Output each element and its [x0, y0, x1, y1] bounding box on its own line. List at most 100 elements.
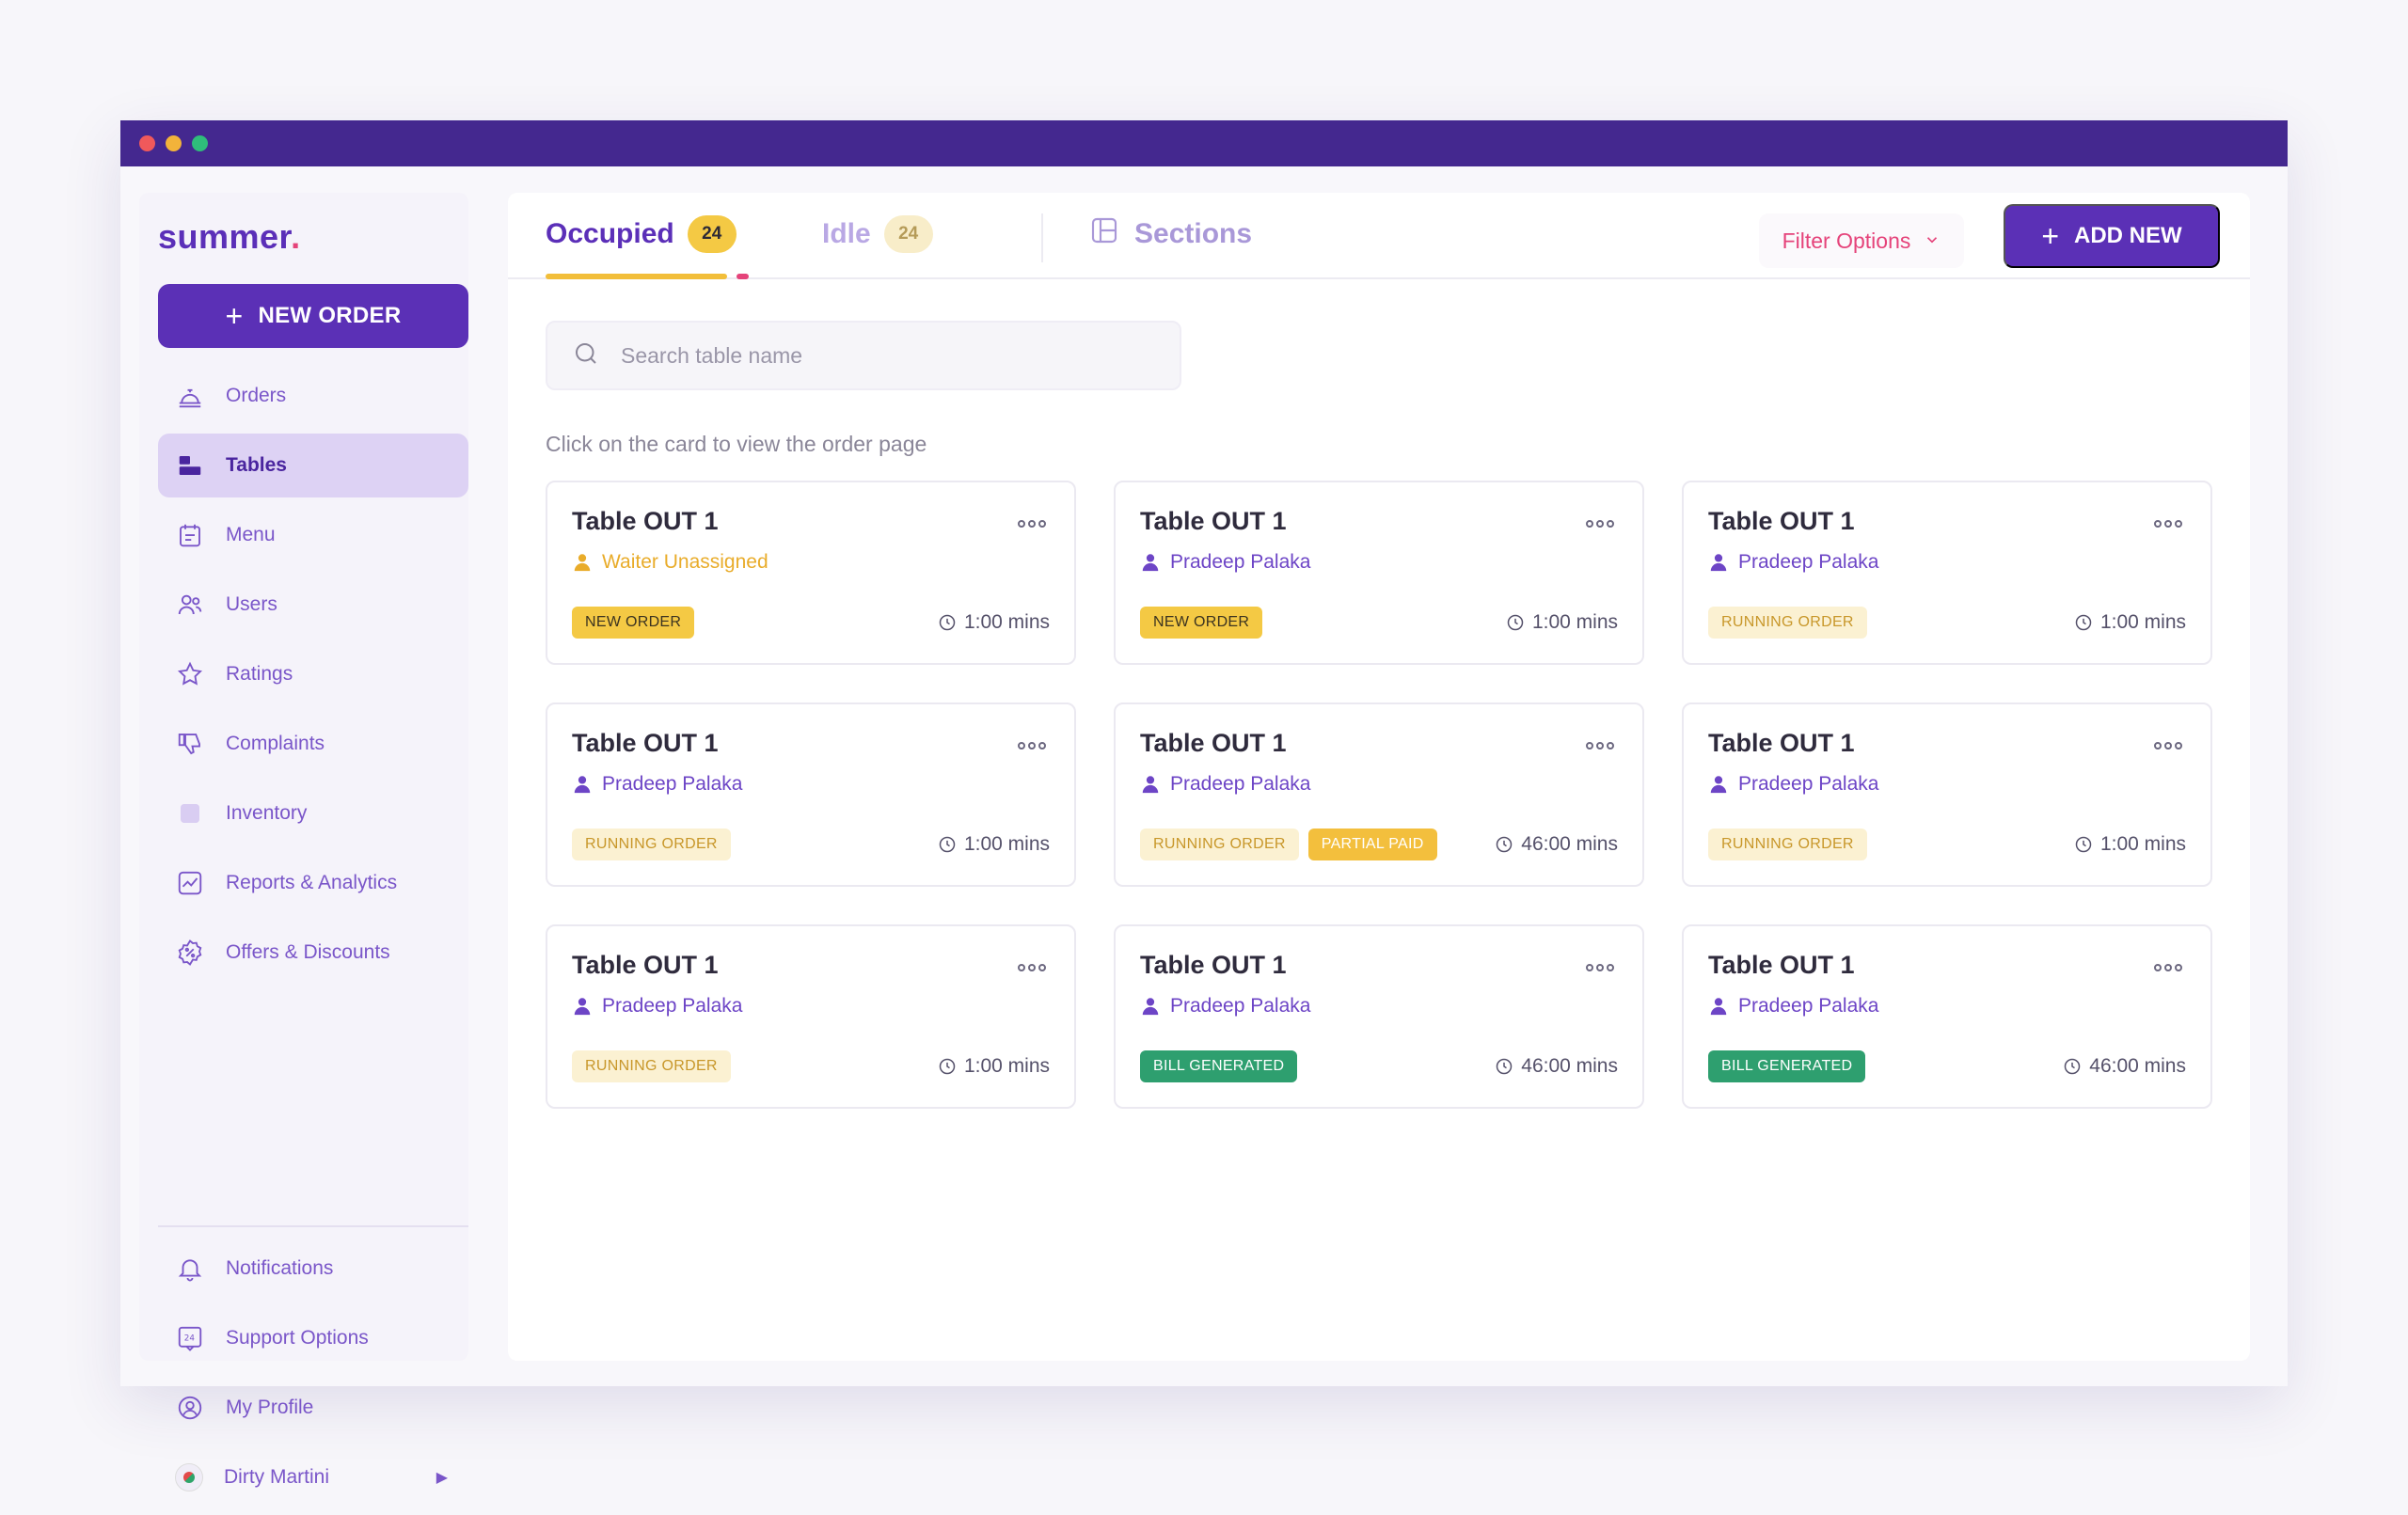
waiter-name: Pradeep Palaka: [1738, 773, 1879, 795]
waiter-name: Pradeep Palaka: [1738, 551, 1879, 573]
table-card[interactable]: Table OUT 1 Waiter Unassigned NEW ORDER …: [546, 481, 1076, 665]
order-status-badges: BILL GENERATED: [1708, 1050, 1866, 1082]
order-status-badges: RUNNING ORDER PARTIAL PAID: [1140, 829, 1437, 860]
elapsed-time-text: 46:00 mins: [1521, 833, 1618, 855]
status-badge: RUNNING ORDER: [1140, 829, 1299, 860]
elapsed-time-text: 1:00 mins: [2099, 611, 2186, 633]
sidebar-item-label: My Profile: [226, 1397, 314, 1418]
restaurant-avatar-icon: [175, 1463, 203, 1491]
clock-icon: [1497, 836, 1513, 853]
tab-label: Sections: [1134, 218, 1253, 249]
person-icon: [1142, 776, 1159, 794]
maximize-window-icon[interactable]: [192, 135, 208, 151]
sidebar-item-menu[interactable]: Menu: [158, 503, 468, 567]
waiter-name: Pradeep Palaka: [1170, 773, 1311, 795]
new-order-label: NEW ORDER: [258, 303, 402, 328]
table-name: Table OUT 1: [572, 507, 719, 535]
main-panel: Occupied 24 Idle 24 Sections Filter Opti…: [508, 193, 2250, 1361]
waiter-info: Pradeep Palaka: [1140, 551, 1618, 574]
sidebar-item-orders[interactable]: Orders: [158, 364, 468, 428]
person-icon: [1710, 998, 1727, 1016]
search-box[interactable]: [546, 321, 1181, 390]
tab-label: Idle: [822, 218, 871, 249]
more-options-icon[interactable]: [2154, 742, 2182, 750]
table-card[interactable]: Table OUT 1 Pradeep Palaka BILL GENERATE…: [1114, 924, 1644, 1109]
filter-options-button[interactable]: Filter Options: [1759, 213, 1964, 268]
menu-icon: [175, 520, 205, 550]
sidebar-item-restaurant[interactable]: Dirty Martini ▶: [158, 1445, 468, 1509]
waiter-name: Pradeep Palaka: [602, 995, 743, 1017]
tab-sections[interactable]: Sections: [1089, 215, 1252, 253]
sidebar-item-inventory[interactable]: Inventory: [158, 781, 468, 845]
table-card[interactable]: Table OUT 1 Pradeep Palaka RUNNING ORDER…: [1682, 702, 2212, 887]
sidebar-item-label: Users: [226, 593, 277, 615]
sidebar-item-label: Inventory: [226, 802, 308, 824]
sidebar-item-reports[interactable]: Reports & Analytics: [158, 851, 468, 915]
person-icon: [1142, 998, 1159, 1016]
more-options-icon[interactable]: [2154, 964, 2182, 971]
waiter-name: Waiter Unassigned: [602, 551, 768, 573]
more-options-icon[interactable]: [1586, 742, 1614, 750]
brand-logo[interactable]: summer.: [158, 217, 301, 256]
window-titlebar: [120, 120, 2288, 166]
tab-occupied[interactable]: Occupied 24: [546, 215, 737, 253]
search-input[interactable]: [621, 342, 1148, 369]
order-status-badges: RUNNING ORDER: [572, 829, 731, 860]
sidebar-item-label: Menu: [226, 524, 276, 545]
add-new-label: ADD NEW: [2074, 223, 2182, 248]
sidebar-item-label: Complaints: [226, 733, 325, 754]
filter-options-label: Filter Options: [1782, 228, 1911, 253]
idle-count-badge: 24: [883, 215, 933, 253]
sidebar-item-support[interactable]: 24 Support Options: [158, 1306, 468, 1370]
more-options-icon[interactable]: [1018, 742, 1046, 750]
table-name: Table OUT 1: [1140, 729, 1287, 757]
chevron-down-icon: [1924, 229, 1941, 254]
person-icon: [574, 554, 591, 572]
table-card[interactable]: Table OUT 1 Pradeep Palaka RUNNING ORDER…: [546, 702, 1076, 887]
add-new-button[interactable]: + ADD NEW: [2004, 204, 2220, 268]
elapsed-time-text: 1:00 mins: [2099, 833, 2186, 855]
sidebar-item-users[interactable]: Users: [158, 573, 468, 637]
table-card[interactable]: Table OUT 1 Pradeep Palaka RUNNING ORDER…: [546, 924, 1076, 1109]
sidebar-item-complaints[interactable]: Complaints: [158, 712, 468, 776]
active-tab-indicator-accent: [737, 274, 749, 279]
card-footer: NEW ORDER 1:00 mins: [572, 607, 1050, 639]
more-options-icon[interactable]: [1586, 964, 1614, 971]
users-icon: [175, 590, 205, 620]
tab-idle[interactable]: Idle 24: [822, 215, 933, 253]
new-order-button[interactable]: + NEW ORDER: [158, 284, 468, 348]
minimize-window-icon[interactable]: [166, 135, 182, 151]
person-icon: [574, 998, 591, 1016]
sidebar-item-notifications[interactable]: Notifications: [158, 1237, 468, 1301]
elapsed-time: 46:00 mins: [1495, 1055, 1618, 1078]
card-footer: BILL GENERATED 46:00 mins: [1708, 1050, 2186, 1082]
sidebar-item-profile[interactable]: My Profile: [158, 1376, 468, 1440]
waiter-name: Pradeep Palaka: [1170, 995, 1311, 1017]
close-window-icon[interactable]: [139, 135, 155, 151]
more-options-icon[interactable]: [1018, 520, 1046, 528]
elapsed-time-text: 46:00 mins: [2089, 1055, 2186, 1077]
table-card[interactable]: Table OUT 1 Pradeep Palaka BILL GENERATE…: [1682, 924, 2212, 1109]
sidebar-nav: Orders Tables Menu Users Ratings: [158, 364, 468, 990]
table-card[interactable]: Table OUT 1 Pradeep Palaka RUNNING ORDER…: [1114, 702, 1644, 887]
sidebar-item-label: Notifications: [226, 1257, 334, 1279]
caret-right-icon[interactable]: ▶: [436, 1470, 448, 1486]
elapsed-time: 1:00 mins: [938, 611, 1050, 634]
order-status-badges: RUNNING ORDER: [572, 1050, 731, 1082]
tab-separator: [1041, 213, 1043, 262]
waiter-info: Pradeep Palaka: [1708, 551, 2186, 574]
more-options-icon[interactable]: [2154, 520, 2182, 528]
waiter-info: Waiter Unassigned: [572, 551, 1050, 574]
sidebar-item-tables[interactable]: Tables: [158, 434, 468, 497]
profile-icon: [175, 1393, 205, 1423]
more-options-icon[interactable]: [1586, 520, 1614, 528]
sidebar-item-ratings[interactable]: Ratings: [158, 642, 468, 706]
elapsed-time-text: 1:00 mins: [963, 1055, 1050, 1077]
waiter-info: Pradeep Palaka: [1140, 773, 1618, 796]
order-status-badges: BILL GENERATED: [1140, 1050, 1298, 1082]
table-card[interactable]: Table OUT 1 Pradeep Palaka NEW ORDER 1:0…: [1114, 481, 1644, 665]
sidebar-item-offers[interactable]: Offers & Discounts: [158, 921, 468, 985]
table-card[interactable]: Table OUT 1 Pradeep Palaka RUNNING ORDER…: [1682, 481, 2212, 665]
waiter-name: Pradeep Palaka: [1170, 551, 1311, 573]
more-options-icon[interactable]: [1018, 964, 1046, 971]
